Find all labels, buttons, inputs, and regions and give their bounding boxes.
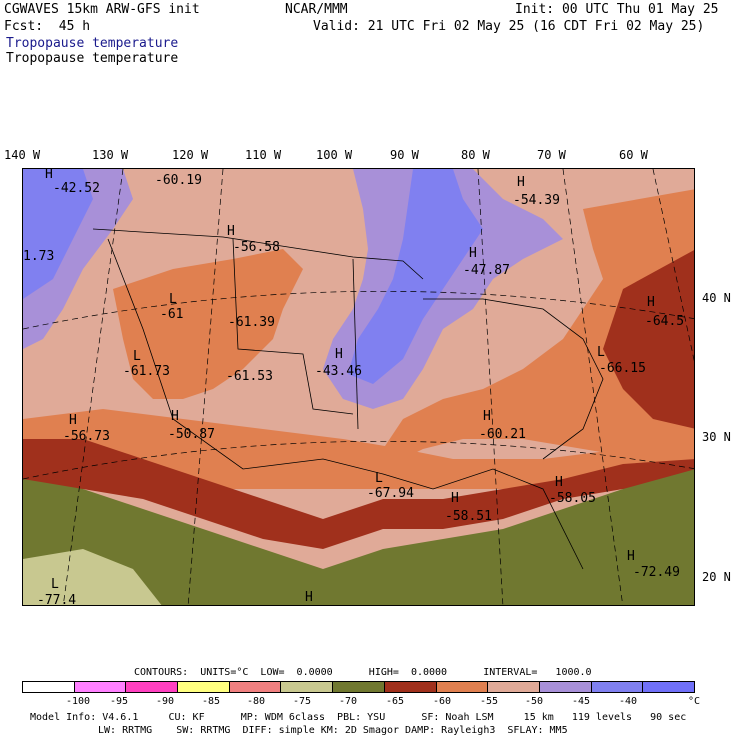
legend-swatch [333,682,385,692]
low-marker: L [51,577,59,592]
lat-label: 20 N [702,570,731,584]
value-label: -67.94 [367,486,414,501]
high-marker: H [335,347,343,362]
high-marker: H [305,590,313,605]
legend-tick: -75 [293,696,312,707]
valid-time: Valid: 21 UTC Fri 02 May 25 (16 CDT Fri … [313,19,705,34]
region-60 [113,249,303,399]
value-label: -72.49 [633,565,680,580]
field-name-1: Tropopause temperature [6,36,179,51]
high-marker: H [517,175,525,190]
legend-swatch [643,682,694,692]
value-label: -56.73 [63,429,110,444]
value-label: -61.39 [228,315,275,330]
lon-label: 120 W [172,148,209,162]
high-marker: H [483,409,491,424]
lon-label: 80 W [461,148,490,162]
legend-swatch [591,682,644,692]
high-marker: H [555,475,563,490]
lon-label: 60 W [619,148,648,162]
legend-tick: -55 [480,696,499,707]
value-label: -61.53 [226,369,273,384]
legend-tick: -80 [247,696,266,707]
region-45 [23,169,93,299]
org-label: NCAR/MMM [285,2,348,17]
value-label: -64.5 [645,314,685,329]
high-marker: H [171,409,179,424]
value-label: 1.73 [23,249,55,264]
legend-swatch [23,682,75,692]
model-title: CGWAVES 15km ARW-GFS init [4,2,200,17]
legend-tick: -50 [525,696,544,707]
high-marker: H [45,168,53,182]
value-label: -47.87 [463,263,510,278]
legend-tick: -65 [386,696,405,707]
value-label: -61.73 [123,364,170,379]
value-label: -77.4 [37,593,77,606]
low-marker: L [375,471,383,486]
lon-label: 100 W [316,148,353,162]
legend-swatch [281,682,334,692]
value-label: -61 [160,307,184,322]
contours-info: CONTOURS: UNITS=°C LOW= 0.0000 HIGH= 0.0… [134,667,592,678]
region-65 [603,250,694,429]
low-marker: L [169,292,177,307]
value-label: -50.87 [168,427,215,442]
legend-swatch [539,682,592,692]
lon-label: 130 W [92,148,129,162]
model-info: Model Info: V4.6.1 CU: KF MP: WDM 6class… [30,712,687,723]
lon-label: 70 W [537,148,566,162]
lat-label: 30 N [702,430,731,444]
legend-tick: -60 [433,696,452,707]
legend-swatch [126,682,179,692]
value-label: -60.19 [155,173,202,188]
init-time: Init: 00 UTC Thu 01 May 25 [515,2,719,17]
value-label: -66.15 [599,361,646,376]
lat-label: 40 N [702,291,731,305]
field-name-2: Tropopause temperature [6,51,179,66]
value-label: -42.52 [53,181,100,196]
legend-swatch [74,682,127,692]
lon-label: 110 W [245,148,282,162]
low-marker: L [133,349,141,364]
color-legend [22,681,695,693]
region-45 [348,169,483,384]
legend-swatch [384,682,437,692]
lon-label: 140 W [4,148,41,162]
forecast-hour: Fcst: 45 h [4,19,91,34]
legend-swatch [229,682,282,692]
value-label: -54.39 [513,193,560,208]
legend-swatch [178,682,230,692]
high-marker: H [69,413,77,428]
legend-tick: -100 [66,696,91,707]
legend-tick: -70 [339,696,358,707]
region-75 [23,549,162,605]
value-label: -60.21 [479,427,526,442]
low-marker: L [597,345,605,360]
high-marker: H [227,224,235,239]
high-marker: H [451,491,459,506]
legend-tick: -40 [619,696,638,707]
legend-tick: -85 [202,696,221,707]
value-label: -58.51 [445,509,492,524]
legend-swatch [436,682,489,692]
high-marker: H [469,246,477,261]
high-marker: H [627,549,635,564]
lon-label: 90 W [390,148,419,162]
legend-tick: -45 [572,696,591,707]
legend-tick: -90 [156,696,175,707]
legend-swatch [488,682,540,692]
legend-tick: -95 [110,696,129,707]
tropopause-temperature-map: H -42.52 -60.19 H -54.39 H -56.58 1.73 H… [22,168,695,606]
region-65 [23,439,694,549]
region-60 [383,189,694,469]
value-label: -56.58 [233,240,280,255]
physics-info: LW: RRTMG SW: RRTMG DIFF: simple KM: 2D … [98,725,568,736]
high-marker: H [647,295,655,310]
map-fill [23,169,694,605]
legend-unit: °C [688,696,701,707]
value-label: -43.46 [315,364,362,379]
region-60 [23,409,694,489]
value-label: -58.05 [549,491,596,506]
